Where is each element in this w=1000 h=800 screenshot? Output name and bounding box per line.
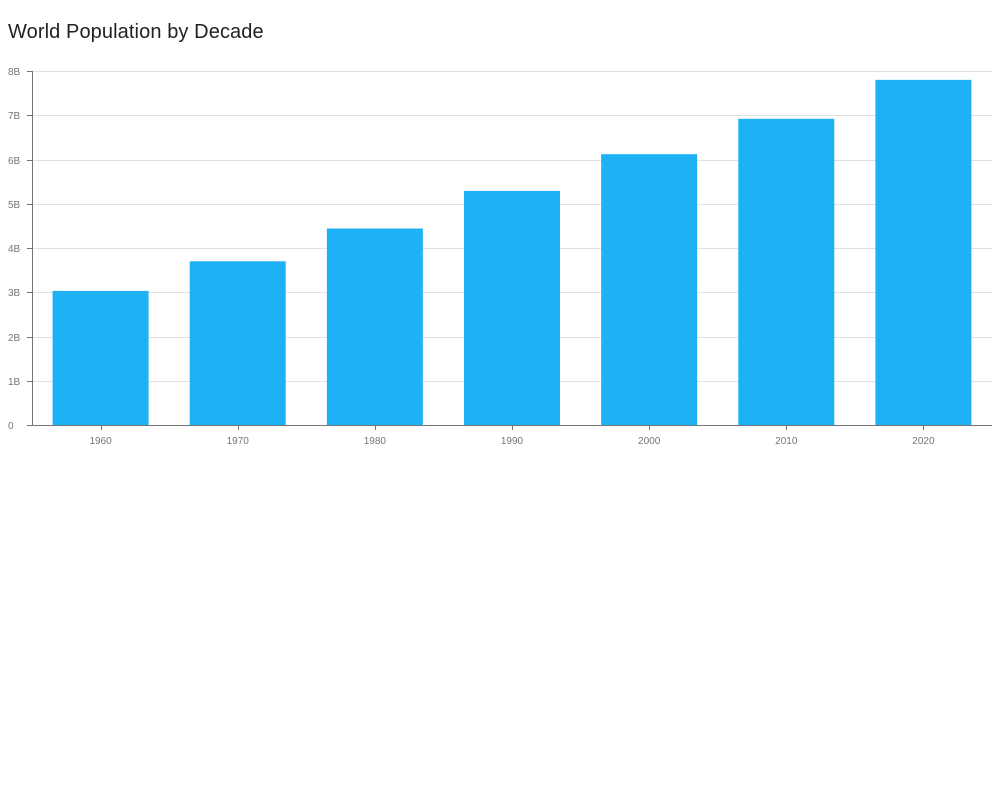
- bar-1980: [326, 228, 423, 425]
- tick-labels: 0 1B 2B 3B 4B 5B 6B 7B 8B 1960 1970 1980 1990 2000 201…: [8, 67, 935, 447]
- x-tick-label: 2010: [775, 436, 798, 447]
- x-tick-label: 1970: [227, 436, 250, 447]
- y-tick-label: 0: [8, 421, 14, 432]
- y-tick-label: 5B: [8, 200, 21, 211]
- x-tick-label: 1960: [89, 436, 112, 447]
- bar-chart: 0 1B 2B 3B 4B 5B 6B 7B 8B 1960 1970 1980 1990 2000 201…: [8, 67, 992, 447]
- y-tick-label: 2B: [8, 333, 21, 344]
- x-tick-label: 2000: [638, 436, 661, 447]
- bar-1970: [189, 261, 286, 425]
- y-tick-label: 3B: [8, 288, 21, 299]
- bar-2000: [601, 154, 698, 425]
- bars: [52, 79, 972, 425]
- bar-2010: [738, 118, 835, 425]
- y-tick-label: 1B: [8, 377, 21, 388]
- bar-1960: [52, 290, 149, 425]
- bar-1990: [464, 190, 560, 425]
- y-tick-label: 8B: [8, 67, 21, 78]
- chart-title: World Population by Decade: [8, 21, 264, 43]
- y-tick-label: 7B: [8, 111, 21, 122]
- y-tick-label: 6B: [8, 156, 21, 167]
- x-tick-label: 1990: [501, 436, 524, 447]
- y-tick-label: 4B: [8, 244, 21, 255]
- x-tick-label: 2020: [912, 436, 935, 447]
- bar-2020: [875, 79, 972, 425]
- x-tick-label: 1980: [364, 436, 387, 447]
- axes: [27, 71, 992, 430]
